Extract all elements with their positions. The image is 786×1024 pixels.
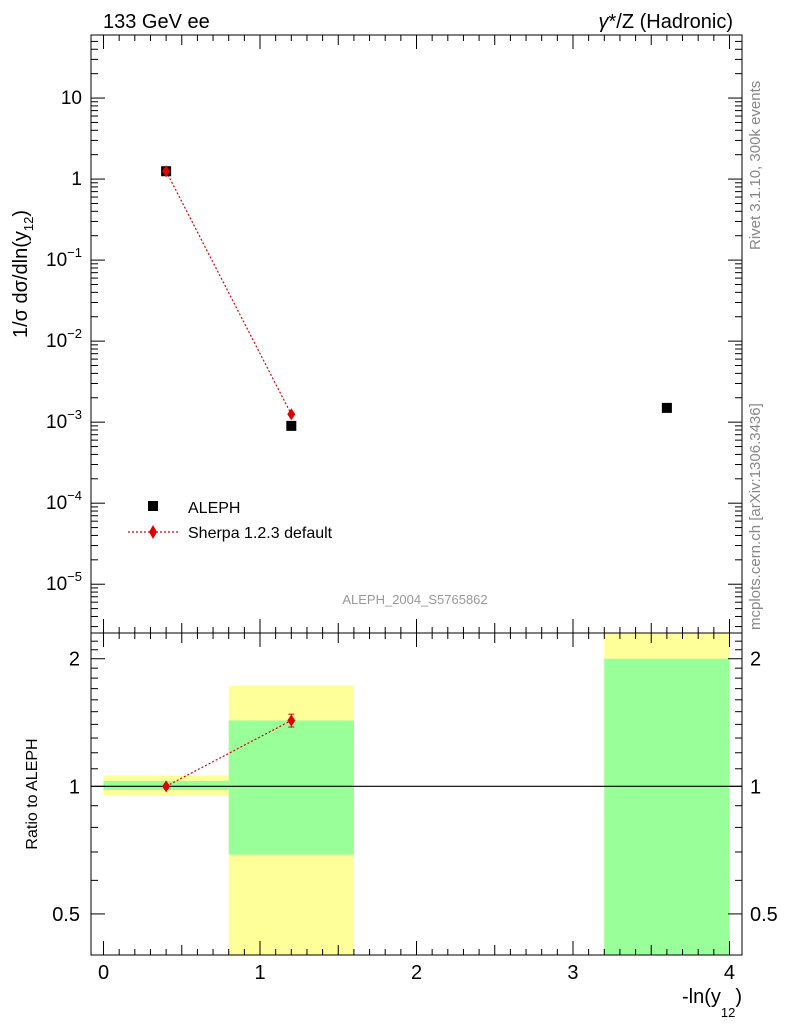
y-tick-exponent: −5 bbox=[67, 569, 82, 584]
main-plot: ALEPH_2004_S576586210110−110−210−310−410… bbox=[10, 34, 743, 634]
y-tick-exponent: −3 bbox=[67, 407, 82, 422]
x-tick-label: 4 bbox=[724, 962, 735, 984]
y-tick-base: 10 bbox=[46, 412, 67, 433]
y-tick-base: 1 bbox=[71, 169, 82, 190]
ratio-mc-point bbox=[287, 714, 296, 727]
side-label-rivet: Rivet 3.1.10, 300k events bbox=[747, 81, 764, 250]
ratio-y-tick-label-left: 0.5 bbox=[52, 904, 80, 926]
mc-line bbox=[165, 170, 292, 415]
x-tick-label: 2 bbox=[411, 962, 422, 984]
x-axis-label-text: -ln(y bbox=[682, 986, 721, 1008]
y-tick-label: 10 bbox=[61, 88, 82, 109]
ratio-y-tick-label-right: 1 bbox=[750, 776, 761, 798]
y-axis-label-text: 1/σ dσ/dln(y bbox=[10, 231, 32, 338]
y-tick-label: 10−4 bbox=[46, 488, 82, 514]
legend-data-marker bbox=[148, 501, 158, 511]
y-axis-label-sub: 12 bbox=[21, 217, 36, 231]
main-frame bbox=[90, 34, 743, 634]
ratio-y-tick-label-left: 1 bbox=[69, 776, 80, 798]
legend-entry-sherpa: Sherpa 1.2.3 default bbox=[188, 525, 333, 542]
ratio-y-tick-label-left: 2 bbox=[69, 649, 80, 671]
y-axis-label: 1/σ dσ/dln(y12) bbox=[10, 210, 36, 338]
x-tick-label: 3 bbox=[567, 962, 578, 984]
y-tick-base: 10 bbox=[61, 88, 82, 109]
legend-mc-marker bbox=[149, 525, 157, 539]
x-axis-label: -ln(y12) bbox=[682, 986, 742, 1020]
x-axis-label-suffix: ) bbox=[735, 986, 742, 1008]
mc-point bbox=[162, 165, 171, 178]
ratio-band-inner bbox=[228, 720, 354, 855]
y-tick-label: 10−2 bbox=[46, 326, 82, 352]
y-tick-exponent: −1 bbox=[67, 245, 82, 260]
y-tick-base: 10 bbox=[46, 250, 67, 271]
y-tick-base: 10 bbox=[46, 331, 67, 352]
y-tick-base: 10 bbox=[46, 493, 67, 514]
ratio-mc-line bbox=[165, 719, 292, 787]
header-right-gamma: γ bbox=[599, 11, 610, 33]
y-tick-label: 1 bbox=[71, 169, 82, 190]
header-right-rest: */Z (Hadronic) bbox=[609, 11, 733, 33]
y-tick-exponent: −4 bbox=[67, 488, 82, 503]
ratio-y-tick-label-right: 0.5 bbox=[750, 904, 778, 926]
y-tick-exponent: −2 bbox=[67, 326, 82, 341]
y-tick-label: 10−5 bbox=[46, 569, 82, 595]
x-tick-label: 0 bbox=[98, 962, 109, 984]
header-right: γ*/Z (Hadronic) bbox=[599, 11, 733, 33]
ratio-y-tick-label-right: 2 bbox=[750, 649, 761, 671]
data-point bbox=[661, 402, 672, 413]
y-tick-label: 10−3 bbox=[46, 407, 82, 433]
y-tick-base: 10 bbox=[46, 574, 67, 595]
ratio-mc-point bbox=[162, 780, 171, 793]
y-axis-label-suffix: ) bbox=[10, 210, 32, 217]
data-point bbox=[286, 420, 297, 431]
header-left: 133 GeV ee bbox=[103, 11, 210, 33]
side-label-mcplots: mcplots.cern.ch [arXiv:1306.3436] bbox=[747, 403, 764, 630]
watermark: ALEPH_2004_S5765862 bbox=[342, 592, 487, 607]
ratio-frame bbox=[90, 632, 743, 956]
ratio-band-inner bbox=[604, 658, 730, 955]
x-axis-label-sub: 12 bbox=[721, 1005, 735, 1020]
mc-point bbox=[287, 408, 296, 421]
ratio-y-axis-label: Ratio to ALEPH bbox=[24, 738, 41, 849]
legend-entry-aleph: ALEPH bbox=[188, 500, 240, 517]
x-tick-label: 1 bbox=[254, 962, 265, 984]
y-tick-label: 10−1 bbox=[46, 245, 82, 271]
